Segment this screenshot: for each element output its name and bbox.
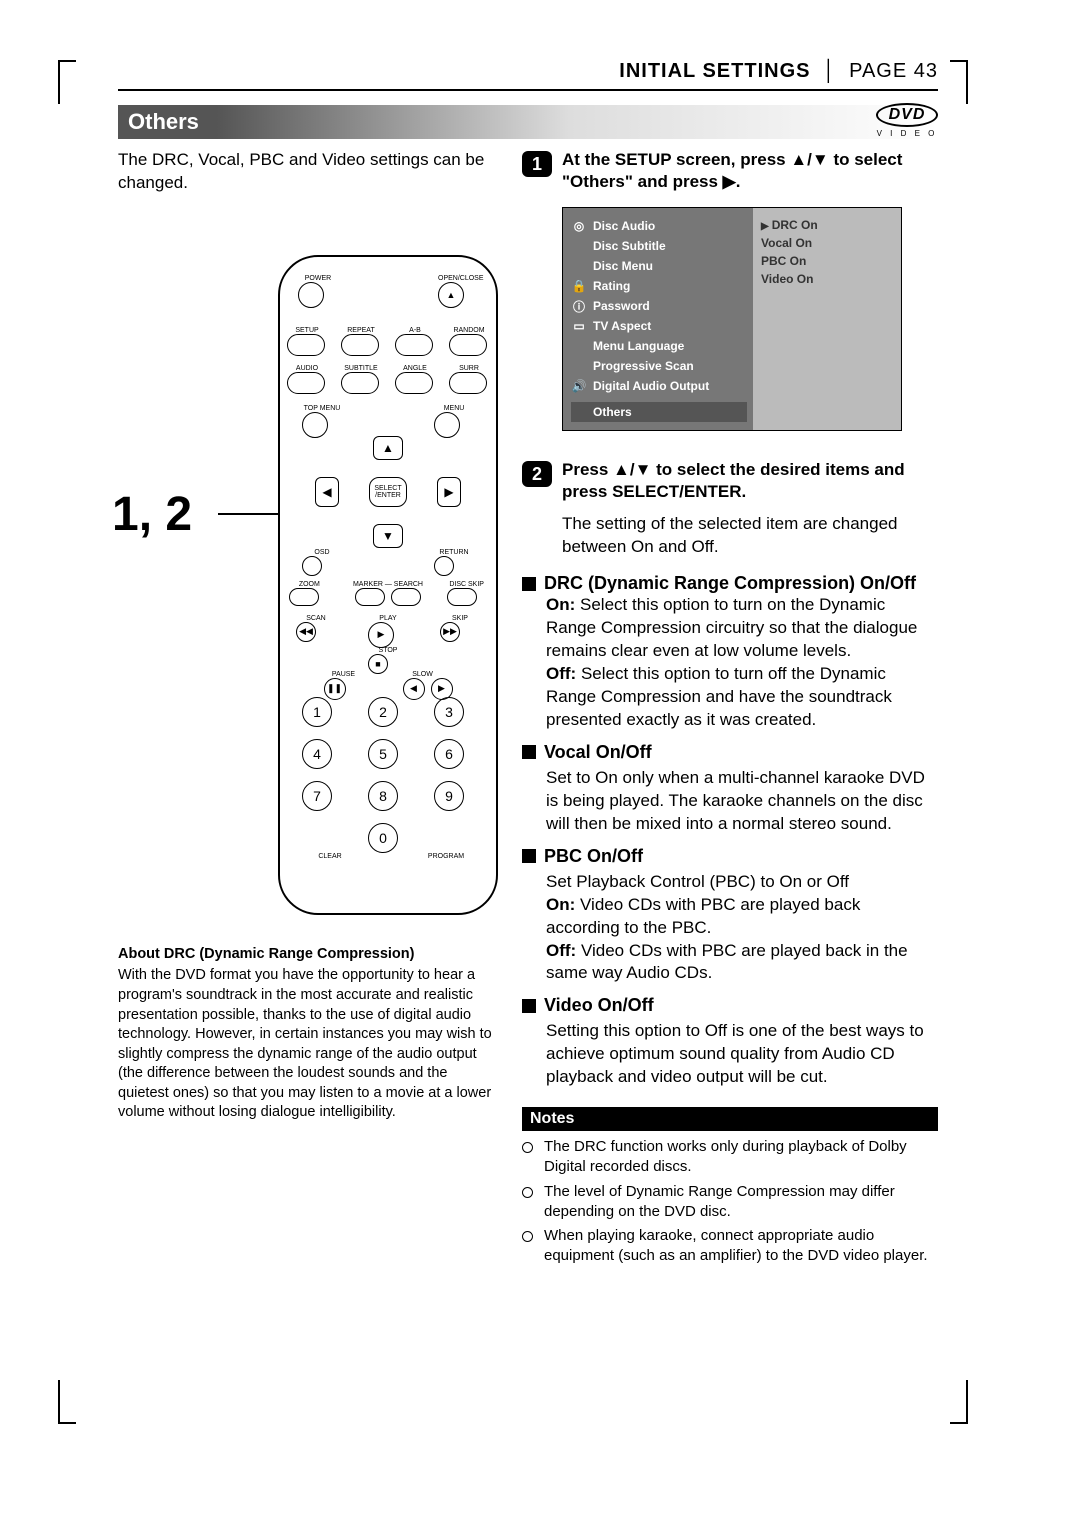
bullet-icon [522, 1226, 536, 1267]
osd-opt-video: Video On [761, 270, 893, 288]
disc-icon: ◎ [571, 218, 587, 234]
page-title: Others [118, 109, 199, 135]
step-1-badge: 1 [522, 151, 552, 177]
osd-opt-vocal: Vocal On [761, 234, 893, 252]
section-video: Video On/Off Setting this option to Off … [522, 995, 938, 1089]
info-icon: ⓘ [571, 298, 587, 314]
remote-dpad: ▲ ▼ ◀ ▶ SELECT /ENTER [323, 442, 453, 542]
osd-screenshot: ◎Disc Audio Disc Subtitle Disc Menu 🔒Rat… [562, 207, 902, 431]
dvd-logo: DVD V I D E O [876, 103, 938, 138]
intro-text: The DRC, Vocal, PBC and Video settings c… [118, 149, 498, 195]
page-number: PAGE 43 [849, 60, 938, 82]
step-1-text: At the SETUP screen, press ▲/▼ to select… [562, 149, 938, 193]
step-2-body: The setting of the selected item are cha… [562, 513, 938, 559]
about-drc: About DRC (Dynamic Range Compression) Wi… [118, 945, 498, 1123]
step-2-badge: 2 [522, 461, 552, 487]
section-pbc: PBC On/Off Set Playback Control (PBC) to… [522, 846, 938, 986]
page: INITIAL SETTINGS │ PAGE 43 Others DVD V … [118, 60, 938, 1271]
bullet-icon [522, 1182, 536, 1223]
step-2: 2 Press ▲/▼ to select the desired items … [522, 459, 938, 503]
section-vocal: Vocal On/Off Set to On only when a multi… [522, 742, 938, 836]
bullet-icon [522, 1137, 536, 1178]
section-drc: DRC (Dynamic Range Compression) On/Off O… [522, 573, 938, 732]
remote-illustration: POWER OPEN/CLOSE▲ SETUP REPEAT A-B RANDO… [278, 255, 498, 915]
speaker-icon: 🔊 [571, 378, 587, 394]
section-name: INITIAL SETTINGS [619, 60, 810, 82]
remote-numpad: 1 2 3 4 5 6 7 8 9 0 [302, 697, 474, 853]
osd-opt-pbc: PBC On [761, 252, 893, 270]
notes-heading: Notes [522, 1107, 938, 1131]
lock-icon: 🔒 [571, 278, 587, 294]
about-body: With the DVD format you have the opportu… [118, 966, 498, 1123]
step-1: 1 At the SETUP screen, press ▲/▼ to sele… [522, 149, 938, 193]
tv-icon: ▭ [571, 318, 587, 334]
step-2-text: Press ▲/▼ to select the desired items an… [562, 459, 938, 503]
title-bar: Others DVD V I D E O [118, 105, 938, 139]
step-callout: 1, 2 [112, 487, 192, 542]
about-heading: About DRC (Dynamic Range Compression) [118, 945, 498, 965]
page-header: INITIAL SETTINGS │ PAGE 43 [118, 60, 938, 91]
notes-list: The DRC function works only during playb… [522, 1137, 938, 1267]
osd-opt-drc: DRC On [761, 216, 893, 234]
